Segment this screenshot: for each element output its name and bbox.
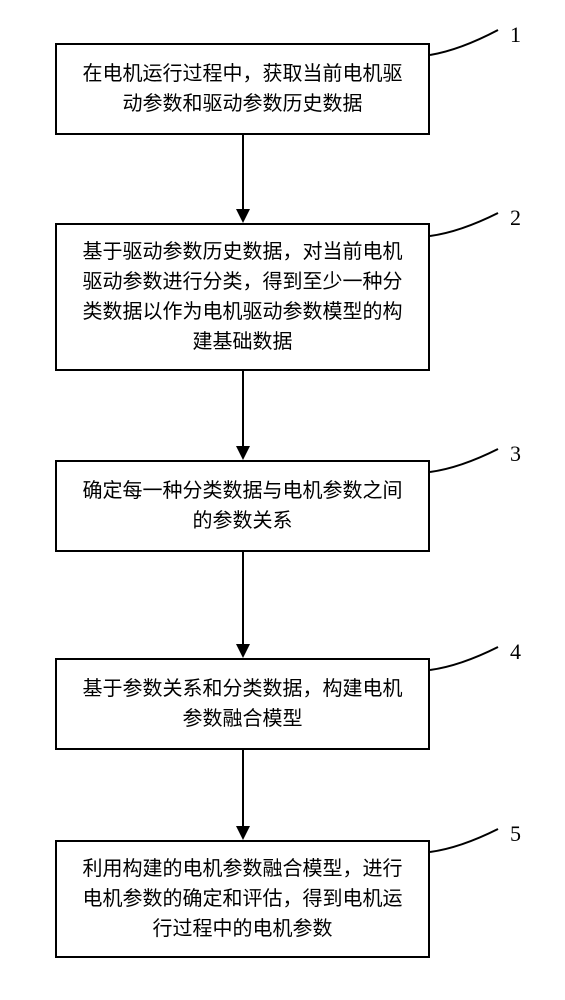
- callout-number-n4: 4: [510, 639, 521, 665]
- arrow-line-2: [242, 552, 244, 646]
- flow-node-text-n1: 在电机运行过程中，获取当前电机驱动参数和驱动参数历史数据: [77, 59, 408, 119]
- flow-node-text-n3: 确定每一种分类数据与电机参数之间的参数关系: [77, 476, 408, 536]
- flow-node-n5: 利用构建的电机参数融合模型，进行电机参数的确定和评估，得到电机运行过程中的电机参…: [55, 840, 430, 958]
- arrow-head-1: [236, 446, 250, 460]
- flow-node-n1: 在电机运行过程中，获取当前电机驱动参数和驱动参数历史数据: [55, 43, 430, 135]
- arrow-line-0: [242, 135, 244, 211]
- flow-node-text-n5: 利用构建的电机参数融合模型，进行电机参数的确定和评估，得到电机运行过程中的电机参…: [77, 854, 408, 944]
- callout-number-n3: 3: [510, 441, 521, 467]
- callout-number-n1: 1: [510, 22, 521, 48]
- arrow-head-2: [236, 644, 250, 658]
- flow-node-text-n4: 基于参数关系和分类数据，构建电机参数融合模型: [77, 674, 408, 734]
- callout-number-n2: 2: [510, 205, 521, 231]
- callout-number-n5: 5: [510, 821, 521, 847]
- arrow-head-3: [236, 826, 250, 840]
- arrow-line-3: [242, 750, 244, 828]
- flowchart-container: 在电机运行过程中，获取当前电机驱动参数和驱动参数历史数据 1 基于驱动参数历史数据，…: [0, 0, 565, 1000]
- arrow-line-1: [242, 371, 244, 448]
- flow-node-n3: 确定每一种分类数据与电机参数之间的参数关系: [55, 460, 430, 552]
- flow-node-n2: 基于驱动参数历史数据，对当前电机驱动参数进行分类，得到至少一种分类数据以作为电机…: [55, 223, 430, 371]
- flow-node-n4: 基于参数关系和分类数据，构建电机参数融合模型: [55, 658, 430, 750]
- arrow-head-0: [236, 209, 250, 223]
- flow-node-text-n2: 基于驱动参数历史数据，对当前电机驱动参数进行分类，得到至少一种分类数据以作为电机…: [77, 237, 408, 357]
